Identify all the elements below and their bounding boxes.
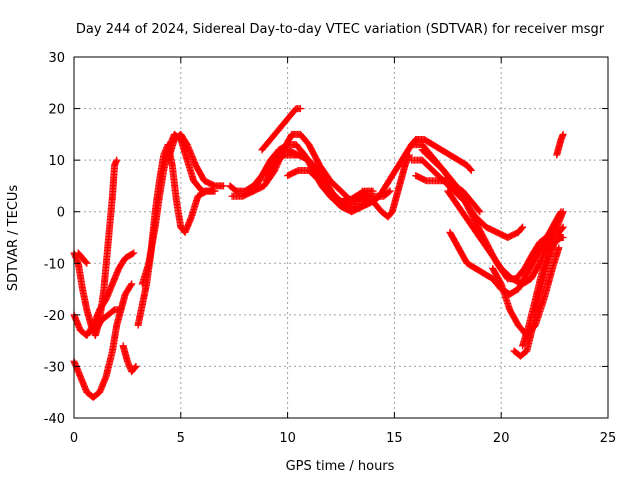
x-tick-label: 5: [177, 431, 185, 446]
y-tick-label: -10: [44, 257, 65, 272]
data-point-marker: [466, 165, 474, 173]
x-tick-label: 25: [600, 431, 617, 446]
y-tick-label: 10: [48, 154, 65, 169]
data-point-marker: [519, 223, 527, 231]
data-point-marker: [557, 208, 565, 216]
data-point-marker: [220, 182, 228, 190]
data-point-marker: [518, 224, 526, 232]
x-tick-labels: 0 5 10 15 20 25: [70, 431, 616, 446]
data-points: [70, 105, 567, 401]
data-point-marker: [209, 187, 217, 195]
data-point-marker: [132, 362, 140, 370]
plot-frame: [73, 56, 609, 419]
y-tick-label: 30: [48, 51, 65, 66]
y-tick-label: 0: [57, 206, 65, 221]
chart-title: Day 244 of 2024, Sidereal Day-to-day VTE…: [76, 22, 605, 37]
data-point-marker: [386, 187, 394, 195]
data-point-marker: [115, 306, 123, 314]
data-point-marker: [131, 363, 139, 371]
data-point-marker: [558, 224, 566, 232]
data-point-marker: [475, 207, 483, 215]
y-axis-label: SDTVAR / TECUs: [6, 185, 21, 292]
data-point-marker: [559, 223, 567, 231]
x-tick-label: 20: [493, 431, 510, 446]
data-point-marker: [82, 258, 90, 266]
data-point-marker: [296, 105, 304, 113]
data-point-marker: [130, 249, 138, 257]
x-tick-label: 15: [386, 431, 403, 446]
data-point-marker: [476, 208, 484, 216]
plot-border: [73, 56, 609, 419]
data-point-marker: [555, 244, 563, 252]
data-point-marker: [129, 250, 137, 258]
data-point-marker: [83, 259, 91, 267]
y-tick-label: 20: [48, 103, 65, 118]
data-point-marker: [127, 281, 135, 289]
x-tick-label: 10: [279, 431, 296, 446]
y-tick-label: -20: [44, 309, 65, 324]
data-point-marker: [113, 156, 121, 164]
x-tick-label: 0: [70, 431, 78, 446]
y-tick-label: -30: [44, 360, 65, 375]
y-tick-label: -40: [44, 412, 65, 427]
data-point-marker: [467, 166, 475, 174]
x-axis-label: GPS time / hours: [286, 459, 395, 474]
data-point-marker: [128, 280, 136, 288]
data-point-marker: [559, 234, 567, 241]
data-point-marker: [385, 188, 393, 196]
y-tick-labels: -40 -30 -20 -10 0 10 20 30: [44, 51, 65, 427]
data-point-marker: [559, 130, 567, 138]
data-point-marker: [556, 209, 564, 217]
